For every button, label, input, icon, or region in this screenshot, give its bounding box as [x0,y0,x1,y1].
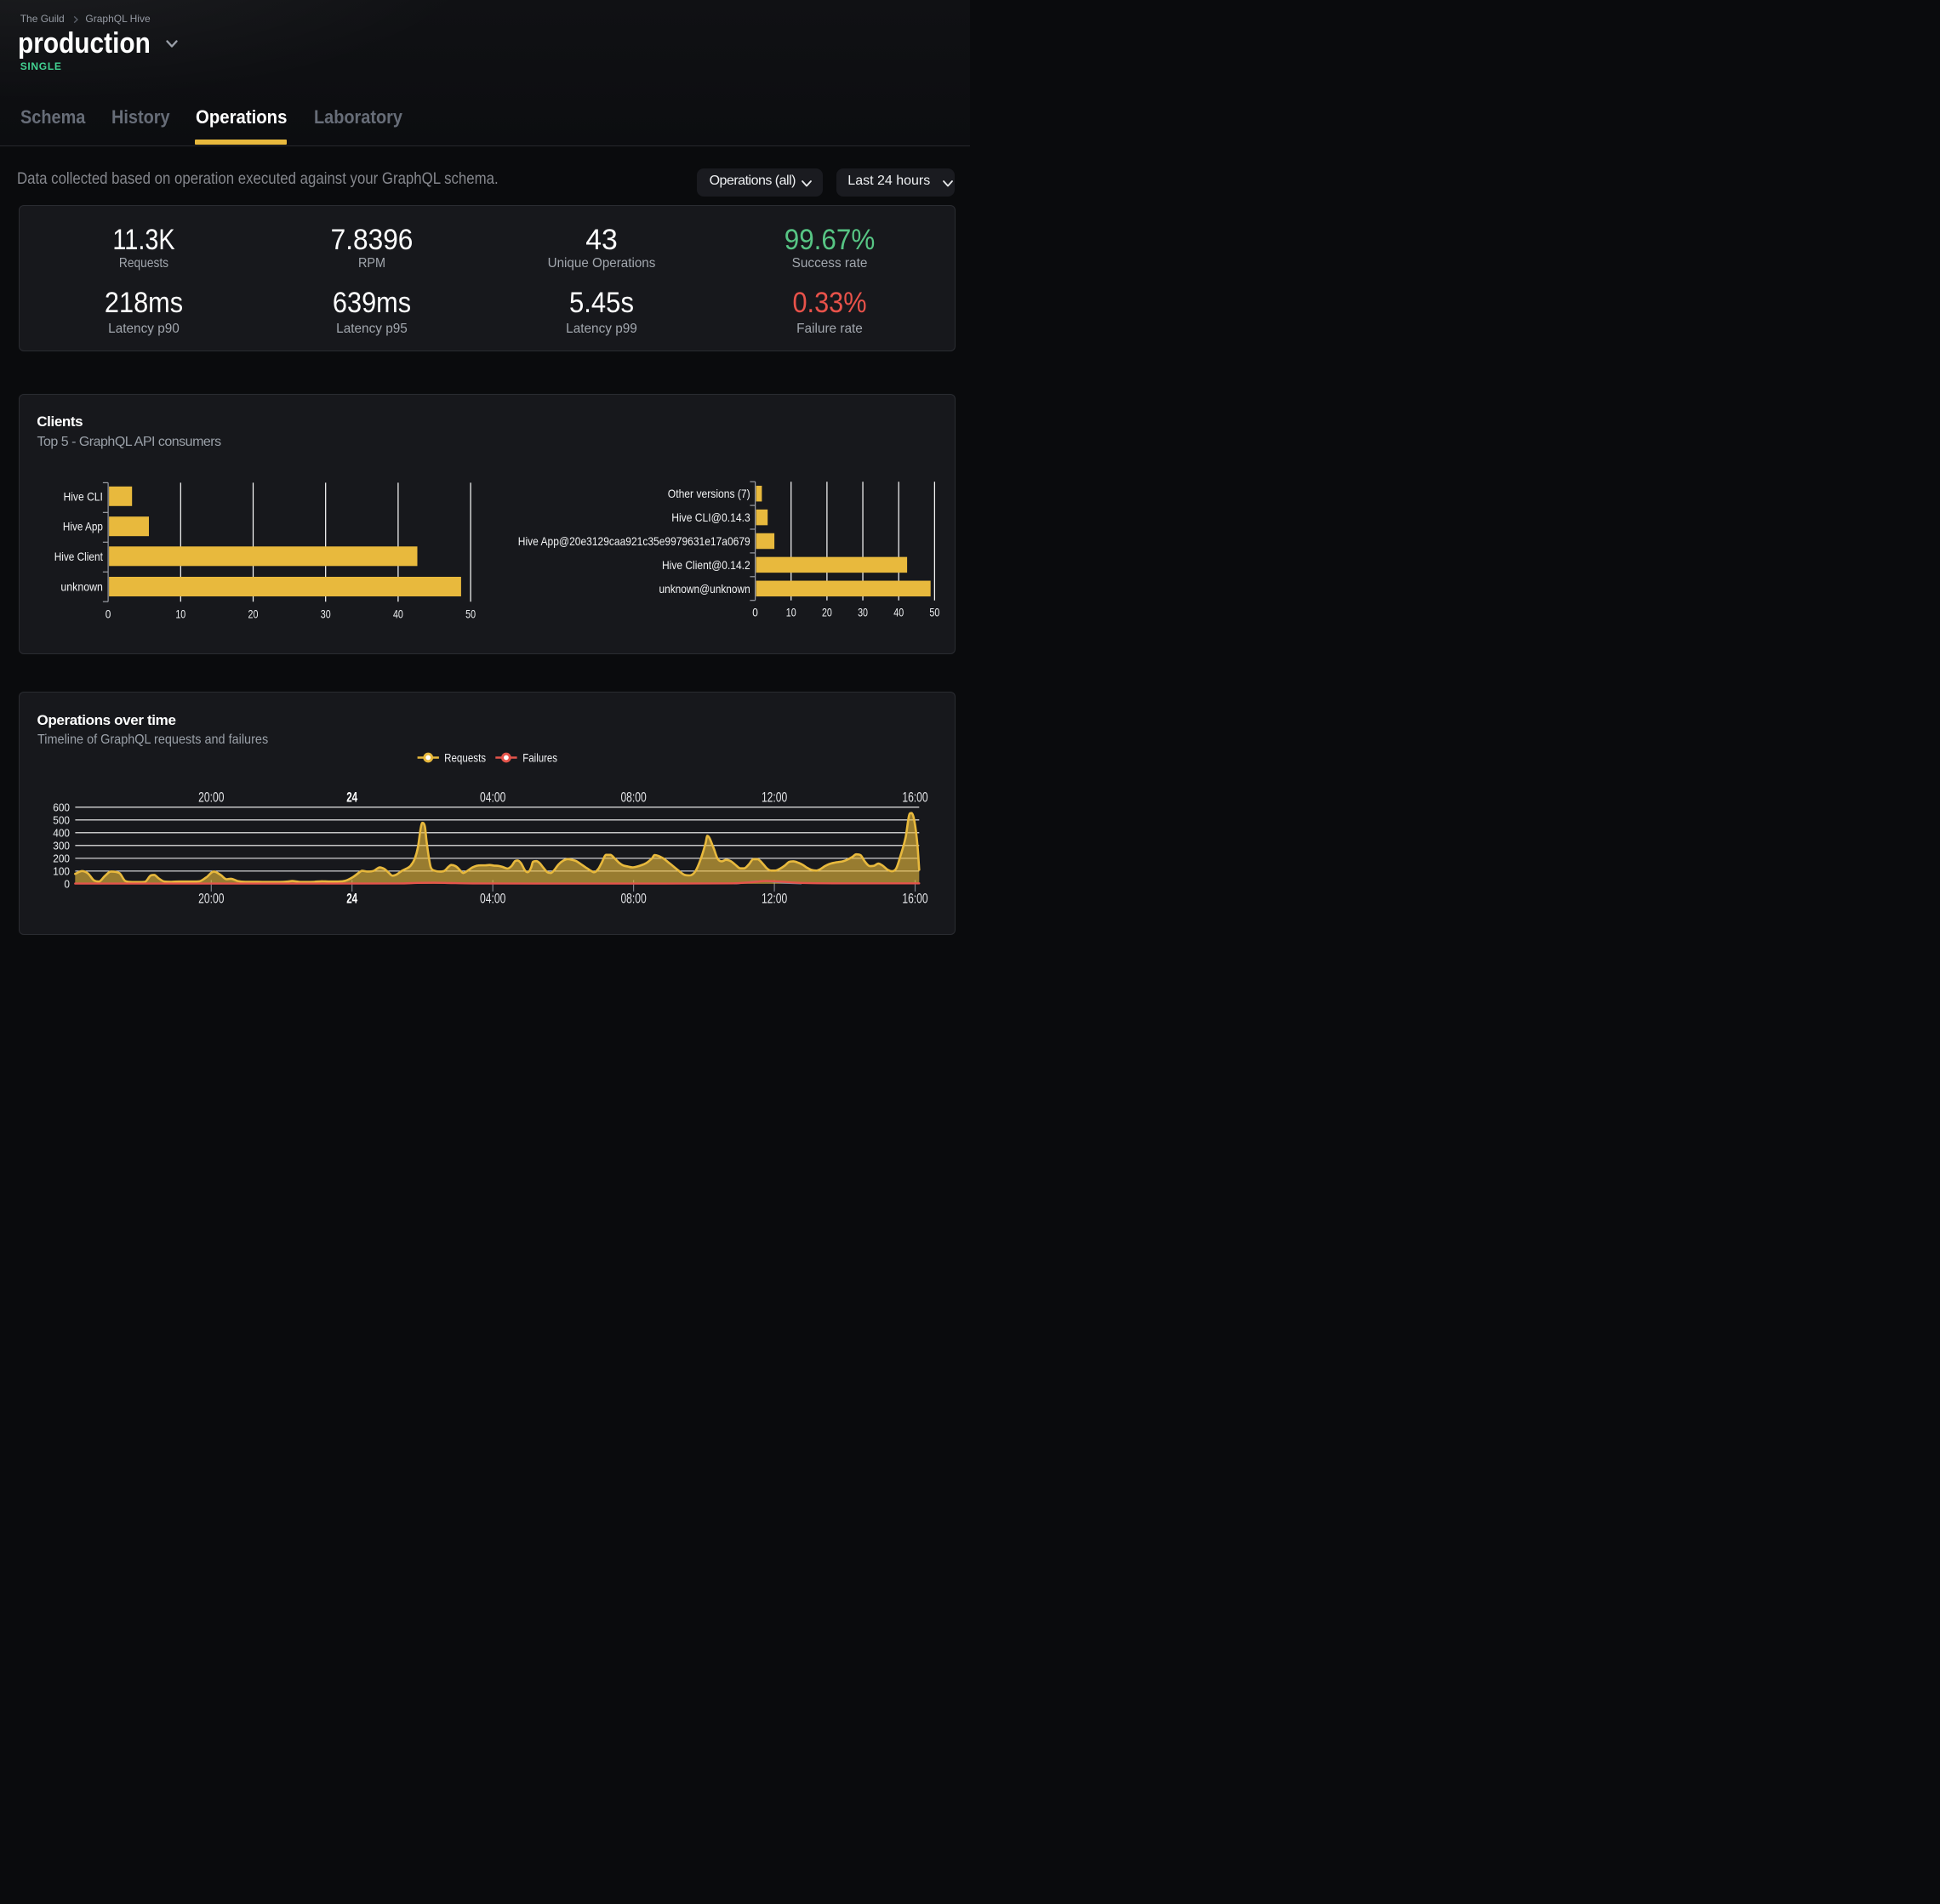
svg-text:unknown: unknown [60,580,103,594]
svg-text:20: 20 [248,607,258,620]
svg-text:04:00: 04:00 [480,789,505,805]
svg-text:12:00: 12:00 [762,891,787,907]
svg-text:20:00: 20:00 [198,891,224,907]
svg-text:04:00: 04:00 [480,891,505,907]
svg-text:24: 24 [346,789,357,805]
svg-text:20:00: 20:00 [198,789,224,805]
svg-text:16:00: 16:00 [902,891,927,907]
svg-text:16:00: 16:00 [902,789,927,805]
svg-text:40: 40 [393,607,403,620]
svg-text:Hive CLI: Hive CLI [63,489,102,503]
svg-text:unknown@unknown: unknown@unknown [659,582,750,596]
svg-text:10: 10 [175,607,185,620]
svg-text:Hive Client@0.14.2: Hive Client@0.14.2 [662,558,750,572]
svg-text:10: 10 [785,606,796,619]
svg-text:08:00: 08:00 [620,789,646,805]
svg-text:30: 30 [858,606,868,619]
svg-text:30: 30 [320,607,330,620]
svg-text:Failures: Failures [522,750,557,764]
svg-text:20: 20 [822,606,832,619]
svg-text:50: 50 [465,607,476,620]
svg-text:50: 50 [929,606,939,619]
svg-text:500: 500 [53,813,70,826]
svg-text:100: 100 [53,864,70,877]
svg-text:200: 200 [53,852,70,864]
svg-text:Hive CLI@0.14.3: Hive CLI@0.14.3 [671,510,750,524]
svg-text:Hive Client: Hive Client [54,550,102,563]
svg-text:0: 0 [64,878,70,891]
svg-text:12:00: 12:00 [762,789,787,805]
svg-text:Hive App: Hive App [63,520,103,533]
svg-text:40: 40 [893,606,904,619]
svg-text:Other versions (7): Other versions (7) [667,487,750,500]
svg-text:600: 600 [53,801,70,813]
svg-text:24: 24 [346,891,357,907]
svg-text:Requests: Requests [444,750,486,764]
svg-text:300: 300 [53,839,70,852]
svg-text:0: 0 [752,606,758,619]
svg-text:400: 400 [53,826,70,839]
svg-text:Hive App@20e3129caa921c35e9979: Hive App@20e3129caa921c35e9979631e17a067… [517,534,750,548]
svg-text:0: 0 [105,607,111,620]
svg-text:08:00: 08:00 [620,891,646,907]
